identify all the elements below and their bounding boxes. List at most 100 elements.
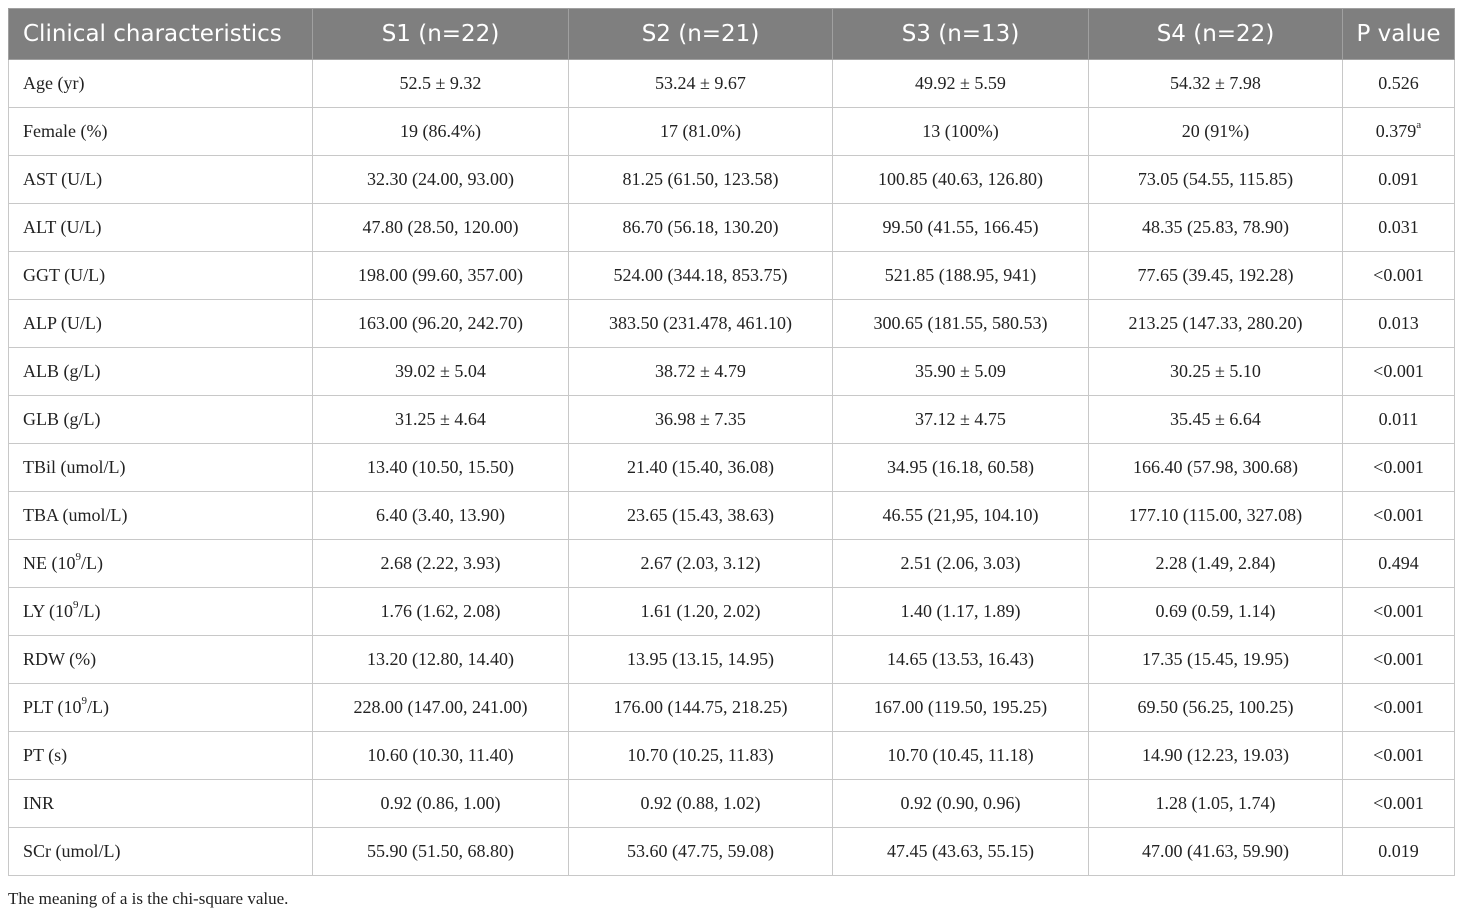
table-cell-s4: 177.10 (115.00, 327.08) bbox=[1088, 491, 1343, 540]
header-p-value: P value bbox=[1342, 8, 1455, 60]
p-value: 0.494 bbox=[1378, 553, 1419, 573]
row-label: INR bbox=[23, 793, 54, 813]
row-label-cell: Age (yr) bbox=[8, 59, 313, 108]
table-row: TBil (umol/L) 13.40 (10.50, 15.50) 21.40 (… bbox=[8, 443, 1455, 492]
table-row: PLT (109/L) 228.00 (147.00, 241.00) 176.00… bbox=[8, 683, 1455, 732]
p-value-cell: <0.001 bbox=[1342, 443, 1455, 492]
table-cell-s1: 13.20 (12.80, 14.40) bbox=[312, 635, 569, 684]
table-cell-s3: 49.92 ± 5.59 bbox=[832, 59, 1089, 108]
table-cell-s2: 1.61 (1.20, 2.02) bbox=[568, 587, 833, 636]
table-cell-s3: 14.65 (13.53, 16.43) bbox=[832, 635, 1089, 684]
row-label: RDW (%) bbox=[23, 649, 97, 669]
row-label-exponent: 9 bbox=[81, 695, 88, 707]
table-row: ALT (U/L) 47.80 (28.50, 120.00) 86.70 (56.… bbox=[8, 203, 1455, 252]
table-footnote: The meaning of a is the chi-square value… bbox=[8, 889, 289, 908]
table-cell-s3: 99.50 (41.55, 166.45) bbox=[832, 203, 1089, 252]
row-label-cell: ALT (U/L) bbox=[8, 203, 313, 252]
table-cell-s4: 17.35 (15.45, 19.95) bbox=[1088, 635, 1343, 684]
p-value-cell: 0.031 bbox=[1342, 203, 1455, 252]
p-value: <0.001 bbox=[1373, 601, 1424, 621]
table-cell-s4: 20 (91%) bbox=[1088, 107, 1343, 156]
table-cell-s1: 19 (86.4%) bbox=[312, 107, 569, 156]
table-cell-s3: 100.85 (40.63, 126.80) bbox=[832, 155, 1089, 204]
table-cell-s2: 13.95 (13.15, 14.95) bbox=[568, 635, 833, 684]
table-cell-s1: 47.80 (28.50, 120.00) bbox=[312, 203, 569, 252]
table-cell-s3: 0.92 (0.90, 0.96) bbox=[832, 779, 1089, 828]
p-value: 0.031 bbox=[1378, 217, 1419, 237]
p-value-cell: <0.001 bbox=[1342, 683, 1455, 732]
table-cell-s1: 6.40 (3.40, 13.90) bbox=[312, 491, 569, 540]
table-container: Clinical characteristics S1 (n=22) S2 (n… bbox=[8, 8, 1455, 876]
p-value-superscript: a bbox=[1416, 119, 1422, 131]
table-cell-s2: 10.70 (10.25, 11.83) bbox=[568, 731, 833, 780]
table-cell-s1: 55.90 (51.50, 68.80) bbox=[312, 827, 569, 876]
table-cell-s1: 32.30 (24.00, 93.00) bbox=[312, 155, 569, 204]
row-label: ALP (U/L) bbox=[23, 313, 102, 333]
table-cell-s2: 36.98 ± 7.35 bbox=[568, 395, 833, 444]
table-cell-s3: 167.00 (119.50, 195.25) bbox=[832, 683, 1089, 732]
table-cell-s2: 383.50 (231.478, 461.10) bbox=[568, 299, 833, 348]
table-cell-s1: 31.25 ± 4.64 bbox=[312, 395, 569, 444]
row-label: SCr (umol/L) bbox=[23, 841, 121, 861]
row-label: LY (10 bbox=[23, 601, 74, 621]
p-value: <0.001 bbox=[1373, 793, 1424, 813]
table-cell-s3: 47.45 (43.63, 55.15) bbox=[832, 827, 1089, 876]
row-label-cell: GGT (U/L) bbox=[8, 251, 313, 300]
p-value-cell: <0.001 bbox=[1342, 347, 1455, 396]
table-cell-s1: 1.76 (1.62, 2.08) bbox=[312, 587, 569, 636]
table-row: Female (%) 19 (86.4%) 17 (81.0%) 13 (100%) 2… bbox=[8, 107, 1455, 156]
table-cell-s2: 0.92 (0.88, 1.02) bbox=[568, 779, 833, 828]
table-row: ALP (U/L) 163.00 (96.20, 242.70) 383.50 (2… bbox=[8, 299, 1455, 348]
p-value-cell: <0.001 bbox=[1342, 251, 1455, 300]
table-row: ALB (g/L) 39.02 ± 5.04 38.72 ± 4.79 35.90 ±… bbox=[8, 347, 1455, 396]
table-cell-s4: 77.65 (39.45, 192.28) bbox=[1088, 251, 1343, 300]
clinical-characteristics-table: Clinical characteristics S1 (n=22) S2 (n… bbox=[8, 8, 1455, 876]
table-row: INR 0.92 (0.86, 1.00) 0.92 (0.88, 1.02) 0.9… bbox=[8, 779, 1455, 828]
row-label-cell: AST (U/L) bbox=[8, 155, 313, 204]
row-label: Female (%) bbox=[23, 121, 108, 141]
row-label: PT (s) bbox=[23, 745, 68, 765]
table-cell-s2: 2.67 (2.03, 3.12) bbox=[568, 539, 833, 588]
p-value-cell: 0.013 bbox=[1342, 299, 1455, 348]
row-label: NE (10 bbox=[23, 553, 76, 573]
table-cell-s4: 54.32 ± 7.98 bbox=[1088, 59, 1343, 108]
p-value-cell: <0.001 bbox=[1342, 635, 1455, 684]
table-cell-s4: 47.00 (41.63, 59.90) bbox=[1088, 827, 1343, 876]
p-value: 0.379 bbox=[1375, 121, 1417, 141]
row-label-cell: LY (109/L) bbox=[8, 587, 313, 636]
table-cell-s3: 35.90 ± 5.09 bbox=[832, 347, 1089, 396]
table-row: LY (109/L) 1.76 (1.62, 2.08) 1.61 (1.20, 2… bbox=[8, 587, 1455, 636]
p-value: <0.001 bbox=[1373, 745, 1424, 765]
p-value: <0.001 bbox=[1373, 361, 1424, 381]
p-value: <0.001 bbox=[1373, 649, 1424, 669]
row-label-cell: TBA (umol/L) bbox=[8, 491, 313, 540]
row-label: ALT (U/L) bbox=[23, 217, 102, 237]
row-label: PLT (10 bbox=[23, 697, 82, 717]
header-s3: S3 (n=13) bbox=[832, 8, 1089, 60]
table-cell-s1: 52.5 ± 9.32 bbox=[312, 59, 569, 108]
table-body: Age (yr) 52.5 ± 9.32 53.24 ± 9.67 49.92 ± 5… bbox=[8, 59, 1455, 876]
table-cell-s2: 53.24 ± 9.67 bbox=[568, 59, 833, 108]
table-cell-s1: 198.00 (99.60, 357.00) bbox=[312, 251, 569, 300]
table-cell-s3: 46.55 (21,95, 104.10) bbox=[832, 491, 1089, 540]
row-label: Age (yr) bbox=[23, 73, 85, 93]
p-value: <0.001 bbox=[1373, 265, 1424, 285]
table-cell-s2: 86.70 (56.18, 130.20) bbox=[568, 203, 833, 252]
row-label-cell: GLB (g/L) bbox=[8, 395, 313, 444]
p-value: 0.091 bbox=[1378, 169, 1419, 189]
table-cell-s3: 37.12 ± 4.75 bbox=[832, 395, 1089, 444]
header-s2: S2 (n=21) bbox=[568, 8, 833, 60]
row-label-cell: PLT (109/L) bbox=[8, 683, 313, 732]
p-value-cell: 0.379a bbox=[1342, 107, 1455, 156]
table-row: GGT (U/L) 198.00 (99.60, 357.00) 524.00 (3… bbox=[8, 251, 1455, 300]
row-label-cell: PT (s) bbox=[8, 731, 313, 780]
table-cell-s4: 213.25 (147.33, 280.20) bbox=[1088, 299, 1343, 348]
header-clinical-characteristics: Clinical characteristics bbox=[8, 8, 313, 60]
header-s4: S4 (n=22) bbox=[1088, 8, 1343, 60]
p-value: 0.013 bbox=[1378, 313, 1419, 333]
row-label-cell: INR bbox=[8, 779, 313, 828]
table-row: TBA (umol/L) 6.40 (3.40, 13.90) 23.65 (15.… bbox=[8, 491, 1455, 540]
table-cell-s4: 0.69 (0.59, 1.14) bbox=[1088, 587, 1343, 636]
table-cell-s3: 13 (100%) bbox=[832, 107, 1089, 156]
table-row: NE (109/L) 2.68 (2.22, 3.93) 2.67 (2.03, 3… bbox=[8, 539, 1455, 588]
